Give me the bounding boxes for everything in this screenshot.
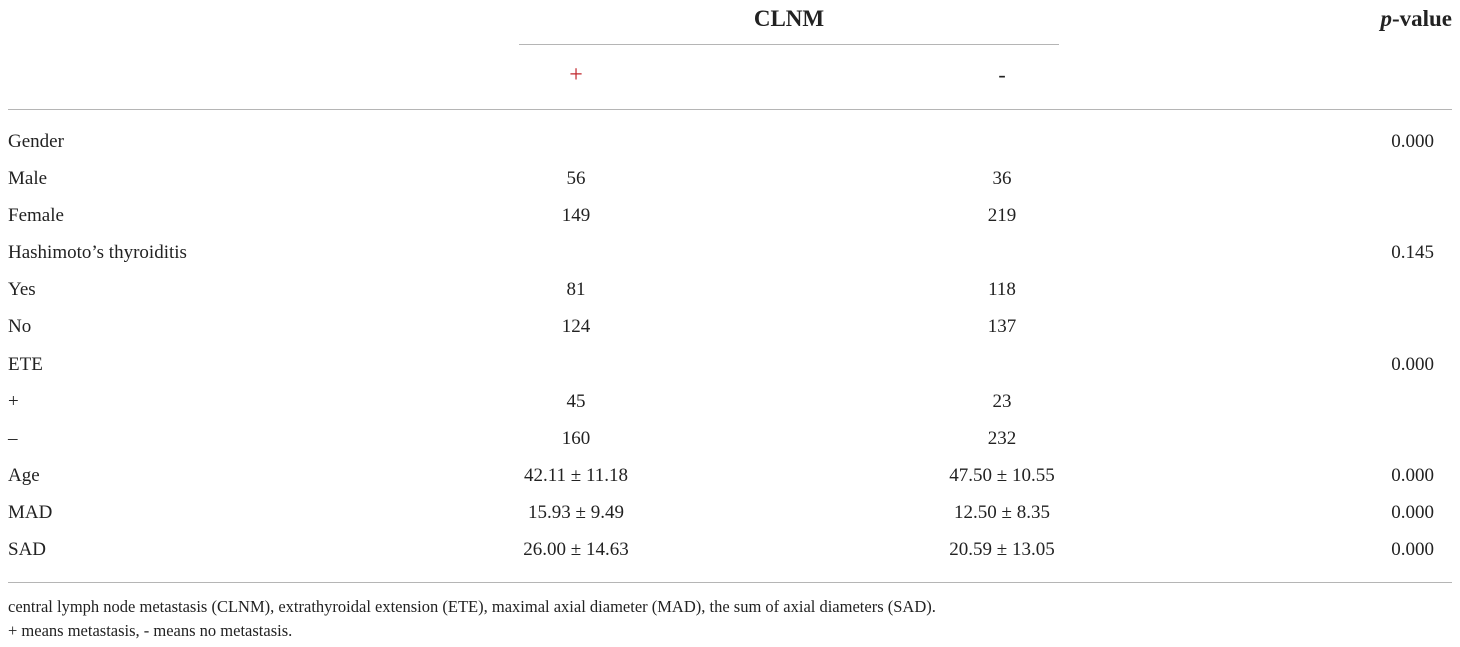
table-row: No 124 137: [0, 308, 1460, 345]
table-row: MAD 15.93 ± 9.49 12.50 ± 8.35 0.000: [0, 494, 1460, 531]
table-row: Gender 0.000: [0, 123, 1460, 160]
cell-pvalue: 0.000: [1391, 501, 1434, 523]
row-label: Female: [8, 205, 64, 227]
pvalue-header-italic: p: [1380, 6, 1392, 31]
cell-positive: 160: [561, 427, 591, 449]
row-label: Gender: [8, 131, 64, 152]
table-body: Gender 0.000 Male 56 36 Female 149 219 H…: [0, 123, 1460, 568]
cell-negative: 20.59 ± 13.05: [949, 539, 1055, 561]
row-label: No: [8, 316, 32, 338]
table-row: ETE 0.000: [0, 346, 1460, 383]
row-label: Yes: [8, 279, 36, 301]
row-label: MAD: [8, 501, 53, 523]
cell-positive: 81: [566, 279, 586, 301]
cell-positive: 124: [561, 316, 591, 338]
clnm-negative-header: -: [998, 62, 1006, 87]
row-label: Male: [8, 168, 48, 190]
table-row: Hashimoto’s thyroiditis 0.145: [0, 234, 1460, 271]
cell-pvalue: 0.145: [1391, 242, 1434, 264]
cell-negative: 47.50 ± 10.55: [949, 464, 1055, 486]
cell-negative: 219: [987, 205, 1017, 227]
clnm-positive-header: +: [569, 62, 583, 88]
row-label: SAD: [8, 539, 47, 561]
table-row: – 160 232: [0, 420, 1460, 457]
footer-divider: [8, 582, 1452, 583]
cell-positive: 26.00 ± 14.63: [523, 539, 629, 561]
row-label: –: [8, 427, 18, 449]
table-row: Age 42.11 ± 11.18 47.50 ± 10.55 0.000: [0, 457, 1460, 494]
cell-positive: 149: [561, 205, 591, 227]
cell-positive: 56: [566, 168, 586, 190]
cell-negative: 137: [987, 316, 1017, 338]
row-label: +: [8, 390, 19, 412]
clnm-group-header: CLNM: [753, 6, 825, 31]
cell-negative: 232: [987, 427, 1017, 449]
cell-positive: 15.93 ± 9.49: [528, 501, 624, 523]
row-label: Age: [8, 464, 40, 486]
table-footnotes: central lymph node metastasis (CLNM), ex…: [8, 595, 936, 643]
table-row: Yes 81 118: [0, 271, 1460, 308]
row-label: Hashimoto’s thyroiditis: [8, 242, 187, 264]
cell-positive: 42.11 ± 11.18: [523, 464, 629, 486]
cell-pvalue: 0.000: [1391, 353, 1434, 375]
clnm-group-rule: [519, 44, 1059, 45]
footnote-symbols: + means metastasis, - means no metastasi…: [8, 621, 293, 640]
cell-pvalue: 0.000: [1391, 464, 1434, 486]
footnote-abbreviations: central lymph node metastasis (CLNM), ex…: [8, 597, 936, 616]
cell-positive: 45: [566, 390, 586, 412]
table-row: SAD 26.00 ± 14.63 20.59 ± 13.05 0.000: [0, 531, 1460, 568]
cell-negative: 118: [988, 279, 1016, 301]
table-row: + 45 23: [0, 383, 1460, 420]
cell-negative: 36: [992, 168, 1012, 190]
table-row: Male 56 36: [0, 160, 1460, 197]
pvalue-header-suffix: -value: [1391, 6, 1452, 31]
cell-negative: 23: [992, 390, 1012, 412]
pvalue-header: p-value: [1380, 4, 1452, 34]
table-row: Female 149 219: [0, 197, 1460, 234]
header-divider: [8, 109, 1452, 110]
cell-pvalue: 0.000: [1391, 539, 1434, 561]
cell-negative: 12.50 ± 8.35: [954, 501, 1050, 523]
cell-pvalue: 0.000: [1391, 131, 1434, 152]
row-label: ETE: [8, 353, 43, 375]
